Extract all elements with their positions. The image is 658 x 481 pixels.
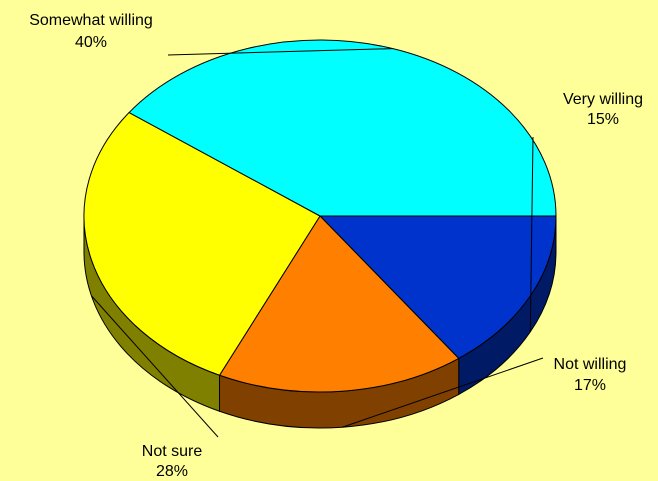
- leader-very-willing: [529, 136, 534, 332]
- label-not-willing: Not willing: [554, 356, 627, 373]
- slice-not-sure: [83, 111, 321, 376]
- value-not-willing: 17%: [574, 377, 606, 394]
- leader-not-willing: [342, 357, 544, 428]
- slice-very-willing: [318, 215, 557, 360]
- value-very-willing: 15%: [587, 111, 619, 128]
- label-very-willing: Very willing: [563, 91, 643, 108]
- pie-sides: [83, 215, 557, 429]
- leader-not-sure: [91, 295, 219, 438]
- label-somewhat-willing: Somewhat willing: [29, 12, 153, 29]
- value-not-sure: 28%: [156, 463, 188, 480]
- slice-not-willing: [218, 215, 460, 393]
- value-somewhat-willing: 40%: [75, 34, 107, 51]
- leader-somewhat-willing: [167, 48, 393, 56]
- leader-lines: [91, 48, 544, 438]
- pie-slices: [83, 39, 557, 393]
- label-not-sure: Not sure: [142, 443, 203, 460]
